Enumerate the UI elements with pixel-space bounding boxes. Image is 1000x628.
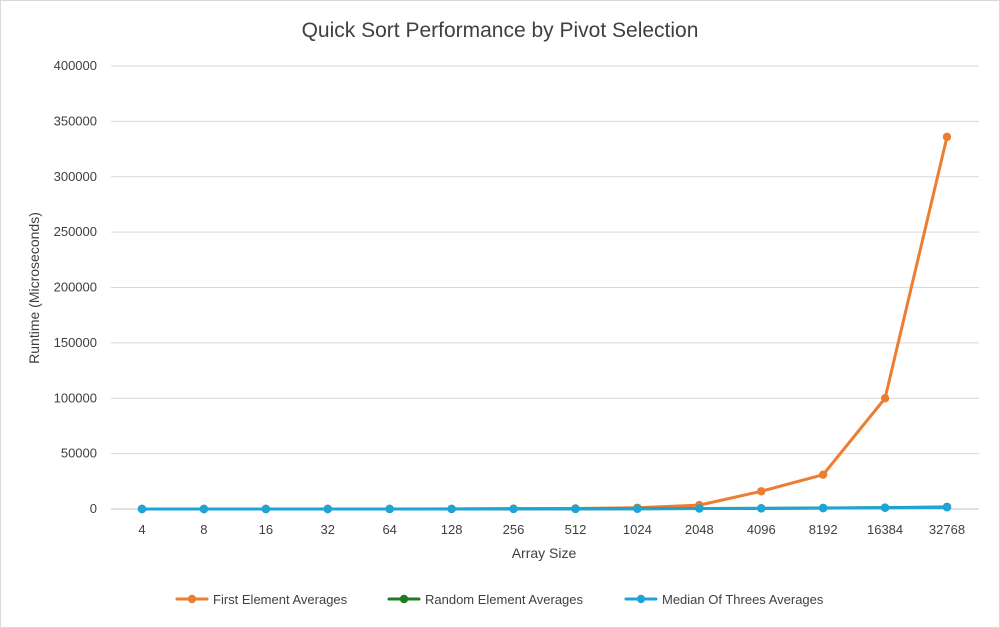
legend-marker <box>187 594 197 604</box>
data-point <box>942 132 952 142</box>
legend-item-1: First Element Averages <box>175 592 348 607</box>
series-3 <box>137 503 952 514</box>
y-tick-label: 300000 <box>54 169 97 184</box>
legend-label: Median Of Threes Averages <box>662 592 824 607</box>
data-point <box>818 503 828 513</box>
data-point <box>385 504 394 514</box>
y-tick-label: 400000 <box>54 58 97 73</box>
x-tick-label: 4 <box>138 522 145 537</box>
data-point <box>199 504 209 514</box>
data-point <box>323 504 332 514</box>
y-tick-label: 100000 <box>54 390 97 405</box>
data-point <box>447 504 456 514</box>
data-point <box>880 394 890 403</box>
data-point <box>818 470 828 479</box>
legend-label: Random Element Averages <box>425 592 584 607</box>
legend-label: First Element Averages <box>213 592 348 607</box>
x-tick-label: 32 <box>321 522 335 537</box>
x-tick-label: 1024 <box>623 522 652 537</box>
data-point <box>571 504 580 514</box>
x-tick-label: 256 <box>503 522 525 537</box>
y-tick-label: 350000 <box>54 113 97 128</box>
data-point <box>261 504 271 514</box>
y-tick-label: 200000 <box>54 280 97 295</box>
x-tick-label: 4096 <box>747 522 776 537</box>
data-point <box>942 503 952 512</box>
legend-item-3: Median Of Threes Averages <box>624 592 824 607</box>
data-point <box>757 504 766 513</box>
x-tick-label: 64 <box>382 522 396 537</box>
y-tick-label: 250000 <box>54 224 97 239</box>
x-tick-label: 2048 <box>685 522 714 537</box>
y-axis-ticks: 0 50000 100000 150000 200000 250000 300000 3500… <box>54 58 97 516</box>
data-point <box>695 504 704 513</box>
data-point <box>633 504 642 513</box>
series-line <box>140 505 949 511</box>
data-point <box>509 504 518 514</box>
legend: First Element Averages Random Element Ave… <box>175 592 824 607</box>
x-tick-label: 32768 <box>929 522 965 537</box>
x-tick-label: 16384 <box>867 522 903 537</box>
y-tick-label: 50000 <box>61 446 97 461</box>
legend-marker <box>399 594 409 604</box>
x-axis-ticks: 4 8 16 32 64 128 256 512 1024 2048 4096 8192 16384 32… <box>138 522 965 537</box>
y-tick-label: 0 <box>90 501 97 516</box>
y-axis-title: Runtime (Microseconds) <box>26 212 42 364</box>
data-point <box>137 504 147 514</box>
data-point <box>880 503 890 512</box>
x-tick-label: 8192 <box>809 522 838 537</box>
legend-item-2: Random Element Averages <box>387 592 584 607</box>
y-tick-label: 150000 <box>54 335 97 350</box>
legend-marker <box>636 594 646 604</box>
x-tick-label: 512 <box>565 522 587 537</box>
gridlines <box>111 65 979 510</box>
chart-title: Quick Sort Performance by Pivot Selectio… <box>302 19 699 42</box>
series-group <box>137 132 952 514</box>
x-tick-label: 8 <box>200 522 207 537</box>
series-1 <box>137 132 952 514</box>
x-axis-title: Array Size <box>512 545 577 561</box>
x-tick-label: 128 <box>441 522 463 537</box>
data-point <box>757 487 766 496</box>
x-tick-label: 16 <box>259 522 273 537</box>
